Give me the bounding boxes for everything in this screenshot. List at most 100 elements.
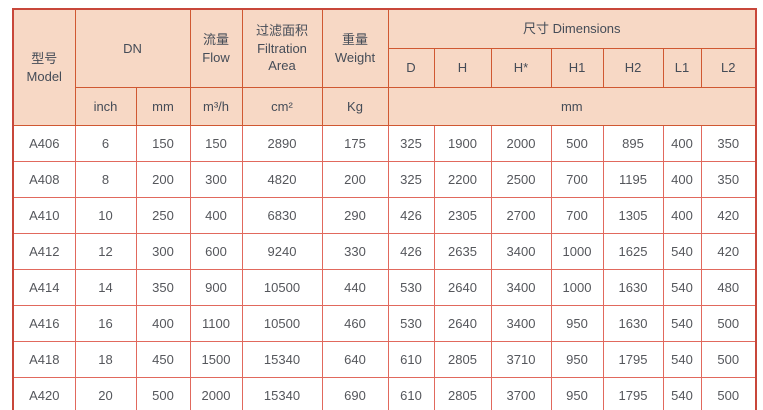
cell-flow: 300 bbox=[189, 161, 243, 198]
cell-area: 4820 bbox=[241, 161, 323, 198]
header-dim-hstar: H* bbox=[490, 48, 552, 88]
cell-dn-inch: 8 bbox=[74, 161, 137, 198]
cell-flow: 1500 bbox=[189, 341, 243, 378]
cell-d: 325 bbox=[387, 125, 435, 162]
cell-area: 2890 bbox=[241, 125, 323, 162]
cell-model: A406 bbox=[12, 125, 76, 162]
cell-h: 2805 bbox=[433, 377, 492, 410]
cell-h2: 1630 bbox=[602, 305, 664, 342]
cell-weight: 440 bbox=[321, 269, 389, 306]
header-dn: DN bbox=[74, 8, 191, 88]
cell-hstar: 3700 bbox=[490, 377, 552, 410]
cell-dn-mm: 150 bbox=[135, 125, 191, 162]
cell-h: 2635 bbox=[433, 233, 492, 270]
header-unit-dims: mm bbox=[387, 87, 757, 126]
table-row-a418: A418 18 450 1500 15340 640 610 2805 3710… bbox=[12, 341, 757, 378]
cell-l1: 540 bbox=[662, 233, 702, 270]
cell-l2: 350 bbox=[700, 125, 757, 162]
cell-h1: 950 bbox=[550, 305, 604, 342]
header-dim-d: D bbox=[387, 48, 435, 88]
header-unit-inch: inch bbox=[74, 87, 137, 126]
header-unit-area: cm² bbox=[241, 87, 323, 126]
table-header: 型号 Model DN 流量 Flow 过滤面积 Filtration Area… bbox=[12, 8, 757, 126]
cell-h: 1900 bbox=[433, 125, 492, 162]
cell-dn-inch: 20 bbox=[74, 377, 137, 410]
cell-h1: 700 bbox=[550, 161, 604, 198]
table-row-a420: A420 20 500 2000 15340 690 610 2805 3700… bbox=[12, 377, 757, 410]
table-body: A406 6 150 150 2890 175 325 1900 2000 50… bbox=[12, 125, 757, 410]
cell-model: A420 bbox=[12, 377, 76, 410]
cell-dn-mm: 400 bbox=[135, 305, 191, 342]
cell-dn-inch: 10 bbox=[74, 197, 137, 234]
cell-h2: 1625 bbox=[602, 233, 664, 270]
table-row-a416: A416 16 400 1100 10500 460 530 2640 3400… bbox=[12, 305, 757, 342]
cell-h: 2305 bbox=[433, 197, 492, 234]
cell-l2: 500 bbox=[700, 341, 757, 378]
cell-h1: 950 bbox=[550, 341, 604, 378]
cell-h1: 700 bbox=[550, 197, 604, 234]
cell-weight: 640 bbox=[321, 341, 389, 378]
cell-d: 530 bbox=[387, 305, 435, 342]
cell-h2: 895 bbox=[602, 125, 664, 162]
cell-dn-inch: 12 bbox=[74, 233, 137, 270]
header-dim-l2: L2 bbox=[700, 48, 757, 88]
cell-model: A408 bbox=[12, 161, 76, 198]
cell-h2: 1795 bbox=[602, 341, 664, 378]
cell-dn-mm: 300 bbox=[135, 233, 191, 270]
cell-area: 9240 bbox=[241, 233, 323, 270]
cell-hstar: 2500 bbox=[490, 161, 552, 198]
cell-model: A416 bbox=[12, 305, 76, 342]
cell-model: A418 bbox=[12, 341, 76, 378]
spec-table: 型号 Model DN 流量 Flow 过滤面积 Filtration Area… bbox=[12, 8, 758, 410]
cell-h2: 1305 bbox=[602, 197, 664, 234]
cell-d: 426 bbox=[387, 233, 435, 270]
table-row-a408: A408 8 200 300 4820 200 325 2200 2500 70… bbox=[12, 161, 757, 198]
cell-l1: 400 bbox=[662, 197, 702, 234]
cell-l2: 500 bbox=[700, 377, 757, 410]
header-filtration-area: 过滤面积 Filtration Area bbox=[241, 8, 323, 88]
cell-area: 6830 bbox=[241, 197, 323, 234]
table-row-a414: A414 14 350 900 10500 440 530 2640 3400 … bbox=[12, 269, 757, 306]
cell-model: A412 bbox=[12, 233, 76, 270]
table-row-a412: A412 12 300 600 9240 330 426 2635 3400 1… bbox=[12, 233, 757, 270]
cell-h: 2805 bbox=[433, 341, 492, 378]
cell-d: 325 bbox=[387, 161, 435, 198]
cell-l1: 540 bbox=[662, 305, 702, 342]
cell-h1: 1000 bbox=[550, 269, 604, 306]
cell-weight: 290 bbox=[321, 197, 389, 234]
cell-dn-inch: 14 bbox=[74, 269, 137, 306]
cell-flow: 900 bbox=[189, 269, 243, 306]
table-row-a410: A410 10 250 400 6830 290 426 2305 2700 7… bbox=[12, 197, 757, 234]
cell-hstar: 3400 bbox=[490, 233, 552, 270]
cell-hstar: 3400 bbox=[490, 305, 552, 342]
cell-hstar: 2000 bbox=[490, 125, 552, 162]
cell-h: 2200 bbox=[433, 161, 492, 198]
header-dim-h1: H1 bbox=[550, 48, 604, 88]
cell-d: 610 bbox=[387, 341, 435, 378]
cell-dn-inch: 18 bbox=[74, 341, 137, 378]
cell-h2: 1630 bbox=[602, 269, 664, 306]
cell-l2: 420 bbox=[700, 233, 757, 270]
cell-l2: 420 bbox=[700, 197, 757, 234]
cell-h1: 1000 bbox=[550, 233, 604, 270]
cell-area: 15340 bbox=[241, 341, 323, 378]
cell-l1: 400 bbox=[662, 125, 702, 162]
cell-weight: 200 bbox=[321, 161, 389, 198]
cell-flow: 1100 bbox=[189, 305, 243, 342]
cell-l2: 480 bbox=[700, 269, 757, 306]
header-row-2: D H H* H1 H2 L1 L2 bbox=[13, 48, 757, 88]
cell-h2: 1795 bbox=[602, 377, 664, 410]
cell-hstar: 3710 bbox=[490, 341, 552, 378]
cell-dn-mm: 250 bbox=[135, 197, 191, 234]
cell-h1: 950 bbox=[550, 377, 604, 410]
cell-area: 10500 bbox=[241, 269, 323, 306]
cell-flow: 150 bbox=[189, 125, 243, 162]
cell-l1: 540 bbox=[662, 269, 702, 306]
cell-l2: 500 bbox=[700, 305, 757, 342]
cell-dn-inch: 16 bbox=[74, 305, 137, 342]
cell-dn-inch: 6 bbox=[74, 125, 137, 162]
cell-area: 15340 bbox=[241, 377, 323, 410]
cell-hstar: 3400 bbox=[490, 269, 552, 306]
header-unit-weight: Kg bbox=[321, 87, 389, 126]
cell-weight: 175 bbox=[321, 125, 389, 162]
